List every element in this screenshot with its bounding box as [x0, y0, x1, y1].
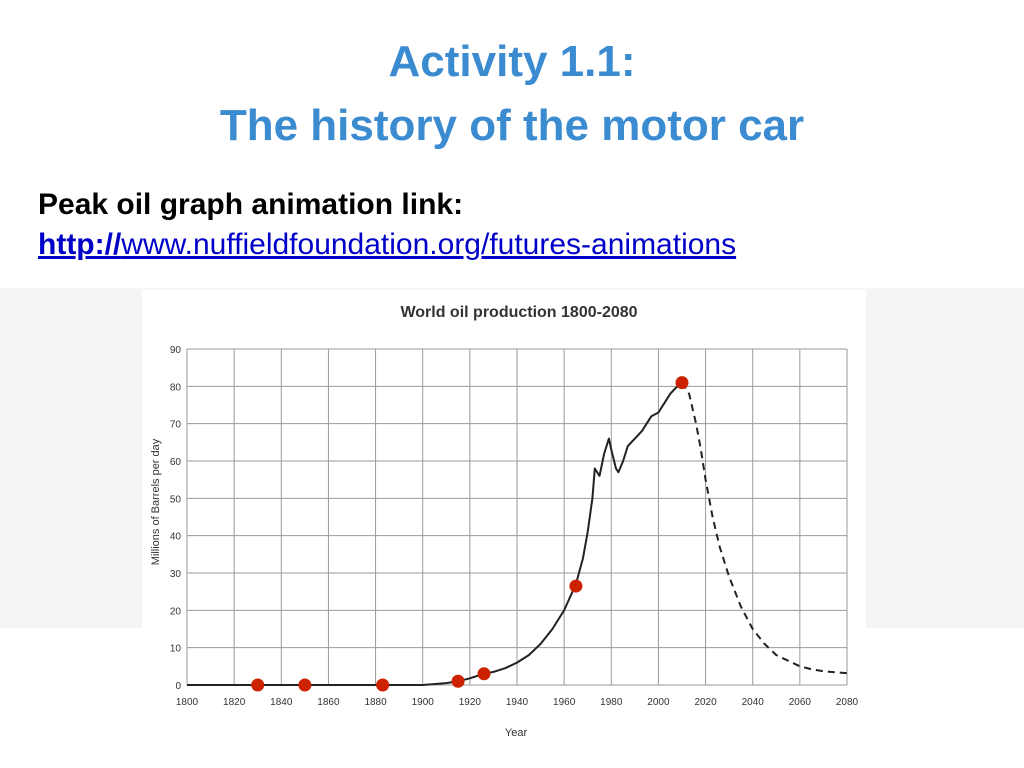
y-tick-label: 50: [170, 494, 182, 505]
projected-production-line: [681, 382, 848, 675]
x-tick-label: 1920: [459, 697, 482, 708]
x-tick-label: 1840: [270, 697, 293, 708]
chart-title: World oil production 1800-2080: [400, 304, 637, 321]
data-point-marker: [251, 678, 265, 692]
historic-production-line: [187, 381, 683, 686]
title-line-1: Activity 1.1:: [388, 37, 636, 86]
x-tick-label: 1900: [412, 697, 435, 708]
link-address[interactable]: www.nuffieldfoundation.org/futures-anima…: [121, 228, 737, 261]
data-point-marker: [376, 678, 390, 692]
x-tick-label: 1940: [506, 697, 529, 708]
data-point-marker: [298, 678, 312, 692]
y-axis-label: Millions of Barrels per day: [150, 438, 162, 565]
title-line-2: The history of the motor car: [219, 101, 805, 150]
oil-production-chart: 1800 1820 1840 1860 1880 1900 1920 1940 1960 1980…: [150, 304, 859, 739]
x-tick-label: 2020: [694, 697, 717, 708]
y-tick-label: 20: [170, 606, 182, 617]
data-point-marker: [569, 579, 583, 593]
y-tick-label: 30: [170, 569, 182, 580]
subtitle: Peak oil graph animation link:: [38, 188, 464, 221]
data-point-marker: [675, 376, 689, 390]
x-tick-label: 1980: [600, 697, 623, 708]
y-tick-label: 80: [170, 382, 182, 393]
x-tick-label: 1960: [553, 697, 576, 708]
chart-container: 1800 1820 1840 1860 1880 1900 1920 1940 1960 1980…: [142, 290, 866, 768]
x-tick-label: 2040: [742, 697, 765, 708]
x-tick-label: 1880: [364, 697, 387, 708]
link-protocol[interactable]: http://: [38, 228, 122, 261]
animation-link[interactable]: http://www.nuffieldfoundation.org/future…: [38, 228, 736, 262]
y-tick-label: 10: [170, 644, 182, 655]
x-axis-label: Year: [505, 727, 528, 739]
data-point-marker: [477, 667, 491, 681]
x-tick-label: 1800: [176, 697, 199, 708]
x-tick-label: 1820: [223, 697, 246, 708]
x-tick-label: 1860: [317, 697, 340, 708]
y-tick-label: 40: [170, 532, 182, 543]
x-tick-label: 2080: [836, 697, 859, 708]
y-tick-label: 90: [170, 345, 182, 356]
y-tick-label: 60: [170, 457, 182, 468]
x-tick-label: 2000: [647, 697, 670, 708]
y-tick-label: 0: [175, 681, 181, 692]
y-tick-label: 70: [170, 420, 182, 431]
data-point-marker: [451, 674, 465, 688]
x-tick-label: 2060: [789, 697, 812, 708]
slide-title: Activity 1.1: The history of the motor c…: [0, 30, 1024, 158]
